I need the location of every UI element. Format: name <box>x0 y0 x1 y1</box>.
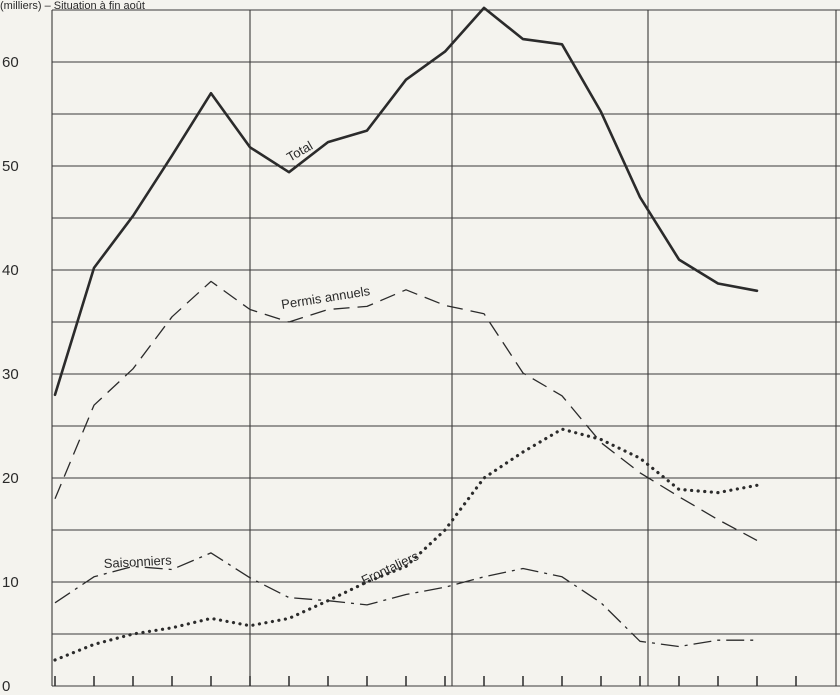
series-label-total: Total <box>284 138 315 165</box>
y-tick-label: 0 <box>2 678 10 695</box>
chart-header: (milliers) – Situation à fin août <box>0 0 145 12</box>
series-line-saisonniers <box>54 552 757 648</box>
y-tick-label: 50 <box>2 158 19 175</box>
y-tick-label: 60 <box>2 54 19 71</box>
y-tick-label: 10 <box>2 574 19 591</box>
series-line-permis-annuels <box>54 280 758 541</box>
grid <box>51 9 840 687</box>
series-line-total <box>53 6 759 397</box>
series-line-frontaliers <box>53 427 759 662</box>
series-labels: Total Permis annuels Saisonniers Frontal… <box>103 138 421 588</box>
series-lines <box>53 6 759 662</box>
y-tick-label: 30 <box>2 366 19 383</box>
x-axis-ticks <box>54 676 797 686</box>
series-label-saisonniers: Saisonniers <box>103 552 172 571</box>
y-tick-label: 40 <box>2 262 19 279</box>
y-axis-tick-labels: 0 10 20 30 40 50 60 <box>2 54 19 695</box>
y-tick-label: 20 <box>2 470 19 487</box>
